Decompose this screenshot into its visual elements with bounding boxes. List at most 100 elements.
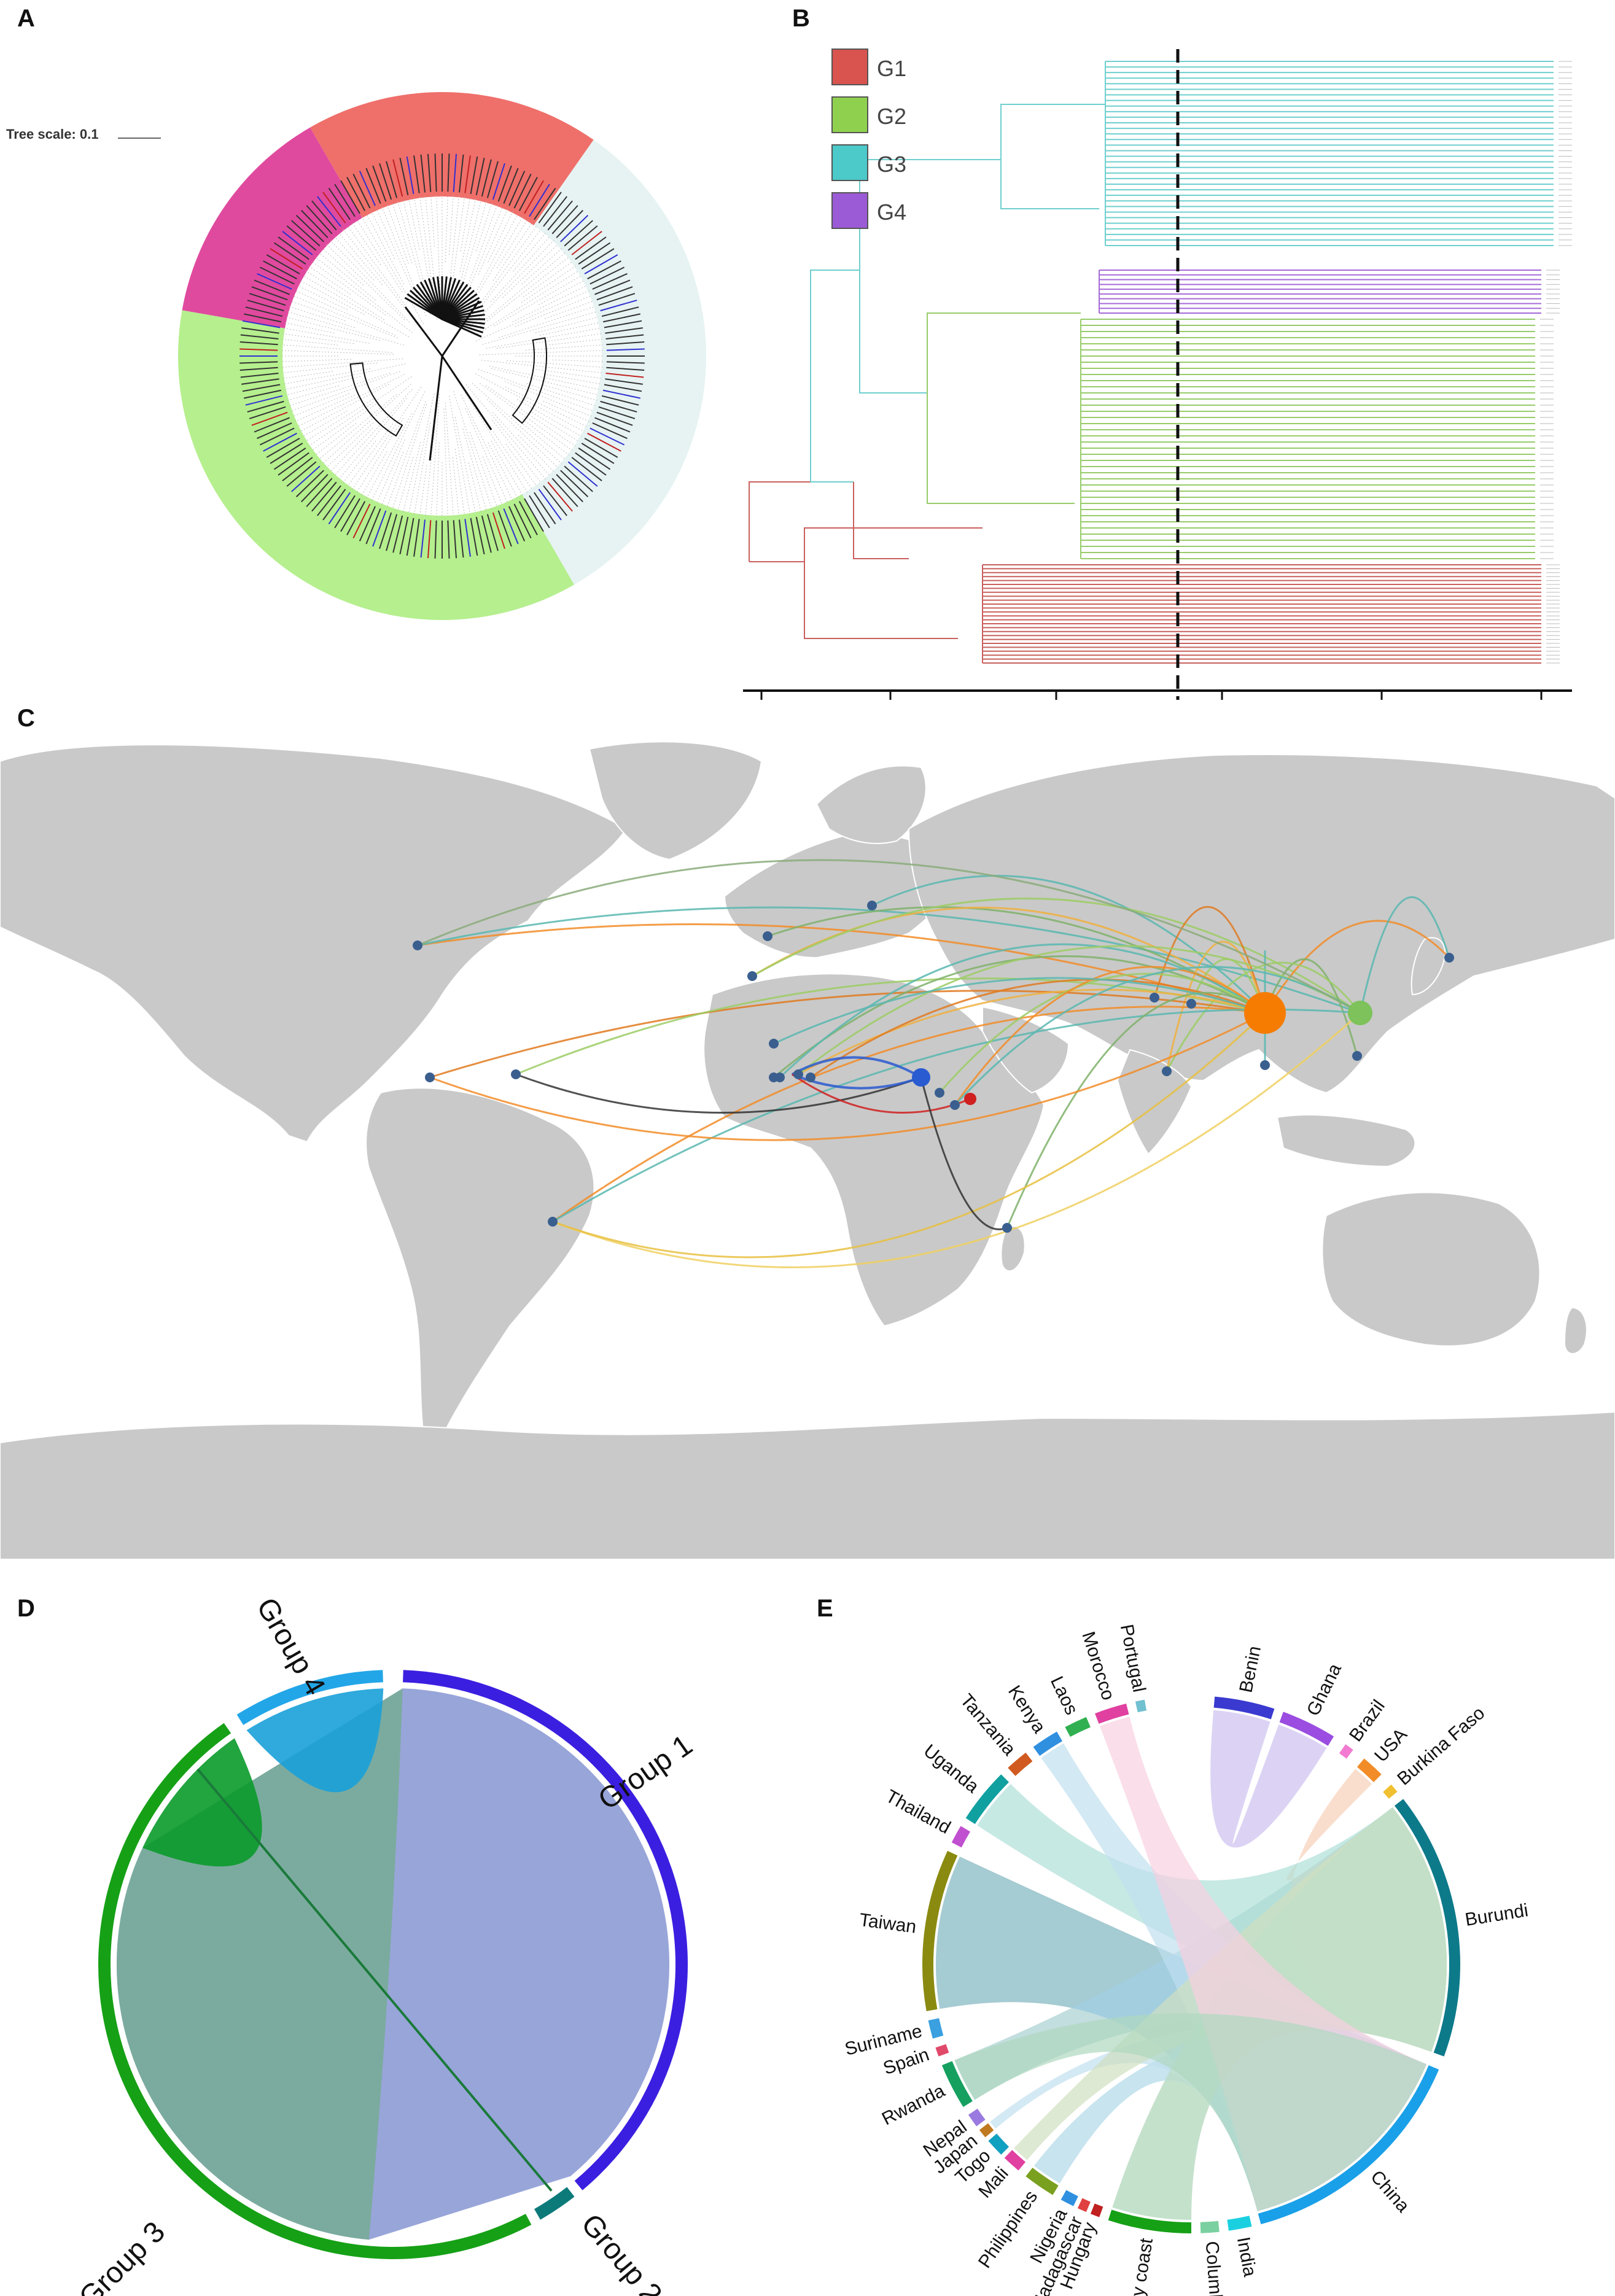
country-label: Burundi	[1464, 1900, 1530, 1930]
location-node	[1260, 1060, 1270, 1070]
route-arc	[773, 977, 1266, 1045]
route-arc	[954, 966, 1266, 1106]
country-label: Portugal	[1116, 1623, 1150, 1694]
country-arc-laos	[1065, 1716, 1091, 1737]
country-arc-india	[1227, 2216, 1252, 2231]
location-node	[1150, 993, 1159, 1003]
group-arc-2	[534, 2187, 575, 2220]
country-arc-nepal	[968, 2108, 986, 2127]
location-node	[950, 1100, 960, 1110]
clade-g1	[982, 564, 1560, 664]
ribbon	[936, 1856, 1426, 2211]
country-label: Ghana	[1303, 1661, 1345, 1720]
country-arc-china	[1258, 2065, 1439, 2225]
route-arc	[1006, 991, 1266, 1228]
ribbon	[1033, 2031, 1426, 2211]
dated-tree-graphic	[749, 61, 1572, 700]
location-node	[1186, 999, 1196, 1009]
ribbon	[954, 2013, 1426, 2211]
chord-group3-self	[142, 1738, 262, 1867]
group-arc-4	[236, 1670, 383, 1725]
route-arc	[798, 988, 1266, 1076]
panel-letter-c: C	[17, 705, 35, 732]
route-arc	[920, 1077, 1008, 1230]
country-label: Taiwan	[858, 1910, 917, 1937]
ribbon	[1286, 1769, 1447, 2052]
group-legend: G1 G2 G3 G4	[831, 48, 906, 229]
group-label-4: Group 4	[250, 1592, 332, 1701]
route-arc	[1166, 941, 1266, 1072]
route-arc	[792, 1073, 971, 1114]
country-arc-tanzania	[1008, 1752, 1033, 1776]
route-arc	[752, 898, 1361, 1014]
country-arc-nigeria	[1060, 2190, 1078, 2206]
country-label: USA	[1371, 1724, 1411, 1766]
country-arc-hungary	[1090, 2203, 1103, 2217]
country-arc-mali	[1004, 2150, 1026, 2171]
location-node	[935, 1088, 944, 1098]
china-hub-node	[1244, 992, 1286, 1034]
country-arc-spain	[935, 2044, 949, 2057]
country-arc-benin	[1213, 1696, 1275, 1720]
country-label: Spain	[881, 2044, 932, 2079]
route-arc	[871, 875, 1266, 1014]
route-arc	[429, 990, 1266, 1079]
route-arc	[417, 859, 1361, 1014]
country-label: Brazil	[1345, 1696, 1389, 1745]
ribbon	[1099, 1716, 1426, 2211]
group-label-2: Group 2	[575, 2208, 668, 2296]
country-arc-columbia	[1200, 2220, 1220, 2233]
route-arc	[1264, 920, 1450, 1014]
taiwan-hub-node	[1348, 1001, 1372, 1025]
location-node	[793, 1069, 803, 1079]
legend-item-g3: G3	[831, 144, 906, 181]
country-label: Morocco	[1078, 1629, 1118, 1703]
route-arc	[810, 979, 1266, 1079]
sector-pink	[182, 127, 362, 328]
location-node	[1444, 953, 1454, 963]
svg-text:G3: G3	[877, 152, 906, 177]
country-label: Laos	[1046, 1674, 1082, 1718]
ribbon	[1014, 1807, 1447, 2160]
svg-text:G1: G1	[877, 56, 906, 81]
tree-branches	[349, 276, 547, 461]
country-arc-uganda	[965, 1774, 1010, 1825]
location-node	[413, 941, 422, 950]
location-node	[806, 1072, 815, 1082]
route-arc	[767, 906, 1266, 1014]
country-label: Rwanda	[879, 2081, 948, 2130]
rwanda-node	[964, 1093, 976, 1105]
country-arc-japan	[979, 2123, 994, 2138]
legend-item-g1: G1	[831, 48, 906, 85]
time-axis-ticks	[760, 691, 1543, 700]
country-arc-togo	[988, 2133, 1010, 2155]
country-ribbons	[936, 1710, 1447, 2220]
country-label: Kenya	[1004, 1682, 1049, 1737]
chord-group4	[246, 1688, 384, 1793]
country-label: China	[1366, 2166, 1414, 2216]
country-label: Uganda	[920, 1740, 983, 1797]
country-arc-kenya	[1033, 1731, 1062, 1756]
country-arc-usa	[1356, 1758, 1382, 1783]
country-arc-taiwan	[922, 1850, 958, 2012]
clade-g2	[1080, 319, 1554, 559]
location-node	[1002, 1223, 1012, 1233]
panel-e-country-chord-diagram: Benin Ghana Brazil USA Burkina Faso Burundi Ch…	[798, 1584, 1615, 2296]
svg-text:G2: G2	[877, 104, 906, 129]
country-arc-ghana	[1279, 1712, 1334, 1746]
ribbon	[936, 1856, 1426, 2211]
clade-g3	[1105, 61, 1572, 246]
tree-scale-label: Tree scale: 0.1	[6, 126, 99, 142]
country-arc-philippines	[1025, 2167, 1059, 2195]
route-arc	[1166, 961, 1361, 1072]
route-arc	[552, 1012, 1361, 1268]
location-nodes	[413, 901, 1454, 1233]
panel-letter-d: D	[17, 1595, 35, 1622]
panel-a-circular-tree: Tree scale: 0.1	[0, 37, 737, 681]
country-arc-madagascar	[1077, 2198, 1091, 2213]
legend-item-g2: G2	[831, 96, 906, 133]
route-arc	[798, 945, 1361, 1076]
route-arc	[1359, 896, 1450, 1014]
